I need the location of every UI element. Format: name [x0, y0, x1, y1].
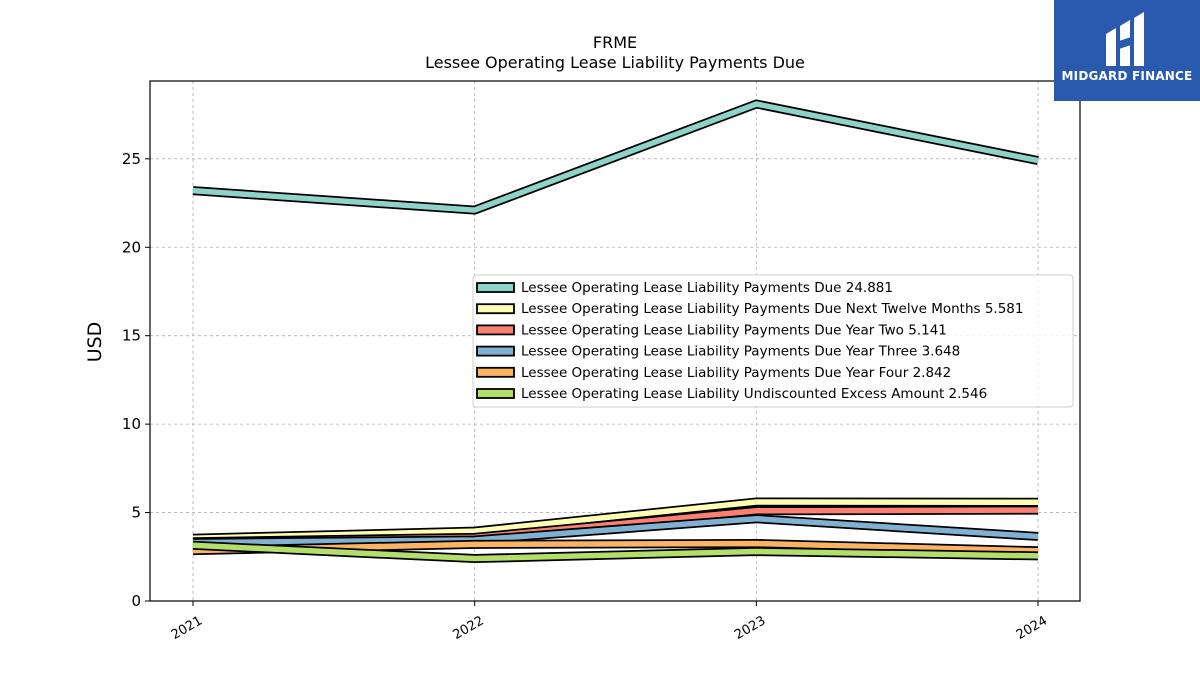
y-tick-label: 25 [122, 150, 141, 168]
y-axis-label: USD [84, 322, 106, 363]
data-point [755, 501, 757, 503]
legend-swatch [476, 366, 515, 378]
chart-title: FRME [593, 33, 637, 52]
data-point [1037, 555, 1039, 557]
legend-label: Lessee Operating Lease Liability Payment… [521, 344, 960, 360]
data-point [192, 190, 194, 192]
legend-label: Lessee Operating Lease Liability Payment… [521, 322, 947, 338]
series-line [192, 540, 1039, 564]
legend-item: Lessee Operating Lease Liability Payment… [476, 301, 1023, 317]
legend-label: Lessee Operating Lease Liability Payment… [521, 365, 951, 381]
legend-label: Lessee Operating Lease Liability Payment… [521, 301, 1023, 317]
legend-swatch [476, 324, 515, 336]
data-point [1037, 550, 1039, 552]
y-tick-label: 0 [131, 592, 141, 610]
legend-label: Lessee Operating Lease Liability Payment… [521, 280, 893, 296]
data-point [755, 550, 757, 552]
data-point [1037, 501, 1039, 503]
legend-swatch [476, 388, 515, 399]
data-point [1037, 509, 1039, 511]
data-point [755, 510, 757, 512]
legend-swatch [476, 345, 515, 357]
series-line-fill [192, 515, 1039, 546]
series-line-fill [192, 101, 1039, 213]
x-tick-label: 2021 [169, 613, 205, 643]
data-point [474, 558, 476, 560]
brand-logo: MIDGARD FINANCE [1054, 0, 1200, 101]
legend-item: Lessee Operating Lease Liability Payment… [476, 280, 893, 296]
series-line [192, 99, 1039, 215]
x-tick-label: 2022 [451, 613, 487, 643]
y-tick-label: 20 [122, 238, 141, 256]
data-point [474, 543, 476, 545]
data-point [1037, 535, 1039, 537]
data-point [474, 209, 476, 211]
x-tick-label: 2023 [732, 613, 768, 643]
brand-logo-text: MIDGARD FINANCE [1061, 69, 1193, 83]
series-line [192, 497, 1039, 543]
data-point [1037, 160, 1039, 162]
legend-item: Lessee Operating Lease Liability Payment… [476, 322, 947, 338]
series-layer [192, 99, 1039, 564]
legend-label: Lessee Operating Lease Liability Undisco… [521, 386, 987, 402]
series-line-fill [192, 499, 1039, 541]
series-line-fill [192, 542, 1039, 562]
y-tick-label: 10 [122, 415, 141, 433]
y-tick-label: 15 [122, 327, 141, 345]
midgard-logo-icon [1106, 12, 1144, 66]
data-point [192, 550, 194, 552]
legend-item: Lessee Operating Lease Liability Undisco… [476, 386, 987, 402]
legend-swatch [476, 303, 515, 315]
legend-box [472, 274, 1074, 408]
legend-item: Lessee Operating Lease Liability Payment… [476, 365, 951, 381]
plot-frame [149, 80, 1081, 602]
legend-swatch [476, 282, 515, 293]
data-point [192, 544, 194, 546]
data-point [474, 530, 476, 532]
data-point [755, 518, 757, 520]
legend-item: Lessee Operating Lease Liability Payment… [476, 344, 960, 360]
x-tick-label: 2024 [1014, 613, 1050, 643]
y-tick-label: 5 [131, 504, 141, 522]
data-point [755, 103, 757, 105]
legend: Lessee Operating Lease Liability Payment… [472, 274, 1074, 408]
chart-subtitle: Lessee Operating Lease Liability Payment… [425, 53, 805, 72]
data-point [755, 543, 757, 545]
